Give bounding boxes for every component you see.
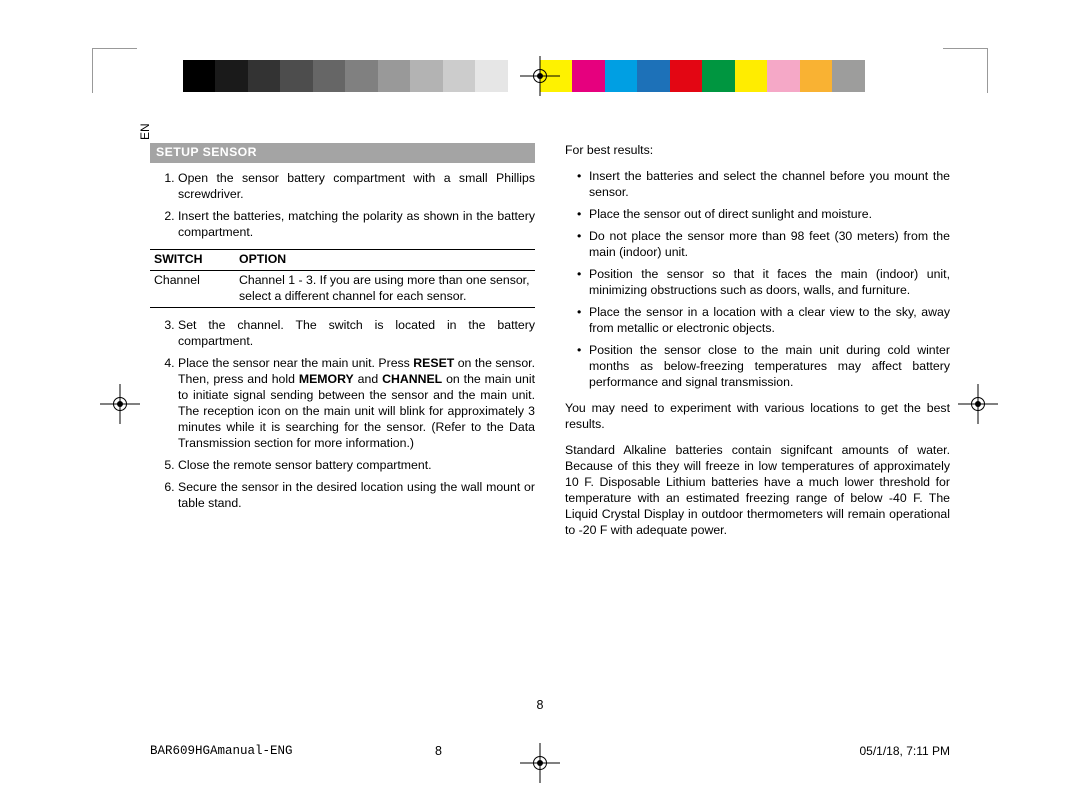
list-item: Position the sensor so that it faces the… [579, 267, 950, 299]
crop-mark [92, 48, 137, 93]
list-item: Insert the batteries, matching the polar… [178, 209, 535, 241]
list-item: Close the remote sensor battery compartm… [178, 458, 535, 474]
list-item: Place the sensor out of direct sunlight … [579, 207, 950, 223]
best-results-list: Insert the batteries and select the chan… [565, 169, 950, 391]
table-header: OPTION [235, 249, 535, 270]
list-item: Place the sensor near the main unit. Pre… [178, 356, 535, 452]
registration-mark [100, 384, 140, 424]
table-cell: Channel 1 - 3. If you are using more tha… [235, 270, 535, 307]
list-item: Set the channel. The switch is located i… [178, 318, 535, 350]
left-column: EN SETUP SENSOR Open the sensor battery … [150, 143, 535, 703]
paragraph: You may need to experiment with various … [565, 401, 950, 433]
crop-mark [943, 48, 988, 93]
registration-mark [958, 384, 998, 424]
footer: BAR609HGAmanual-ENG 8 05/1/18, 7:11 PM [150, 744, 950, 758]
paragraph: Standard Alkaline batteries contain sign… [565, 443, 950, 539]
footer-filename: BAR609HGAmanual-ENG [150, 744, 293, 758]
page-number-body: 8 [537, 698, 544, 712]
table-header: SWITCH [150, 249, 235, 270]
right-column: For best results: Insert the batteries a… [565, 143, 950, 703]
footer-date: 05/1/18, 7:11 PM [859, 744, 950, 758]
table-cell: Channel [150, 270, 235, 307]
list-item: Do not place the sensor more than 98 fee… [579, 229, 950, 261]
list-item: Place the sensor in a location with a cl… [579, 305, 950, 337]
content-area: EN SETUP SENSOR Open the sensor battery … [150, 143, 950, 703]
section-header: SETUP SENSOR [150, 143, 535, 163]
switch-option-table: SWITCH OPTION Channel Channel 1 - 3. If … [150, 249, 535, 308]
footer-page-number: 8 [435, 744, 442, 758]
setup-steps-list: Open the sensor battery compartment with… [164, 171, 535, 241]
list-item: Position the sensor close to the main un… [579, 343, 950, 391]
list-item: Open the sensor battery compartment with… [178, 171, 535, 203]
lang-badge: EN [138, 123, 154, 140]
intro-text: For best results: [565, 143, 950, 159]
list-item: Insert the batteries and select the chan… [579, 169, 950, 201]
setup-steps-list-cont: Set the channel. The switch is located i… [164, 318, 535, 512]
registration-mark [520, 56, 560, 96]
list-item: Secure the sensor in the desired locatio… [178, 480, 535, 512]
